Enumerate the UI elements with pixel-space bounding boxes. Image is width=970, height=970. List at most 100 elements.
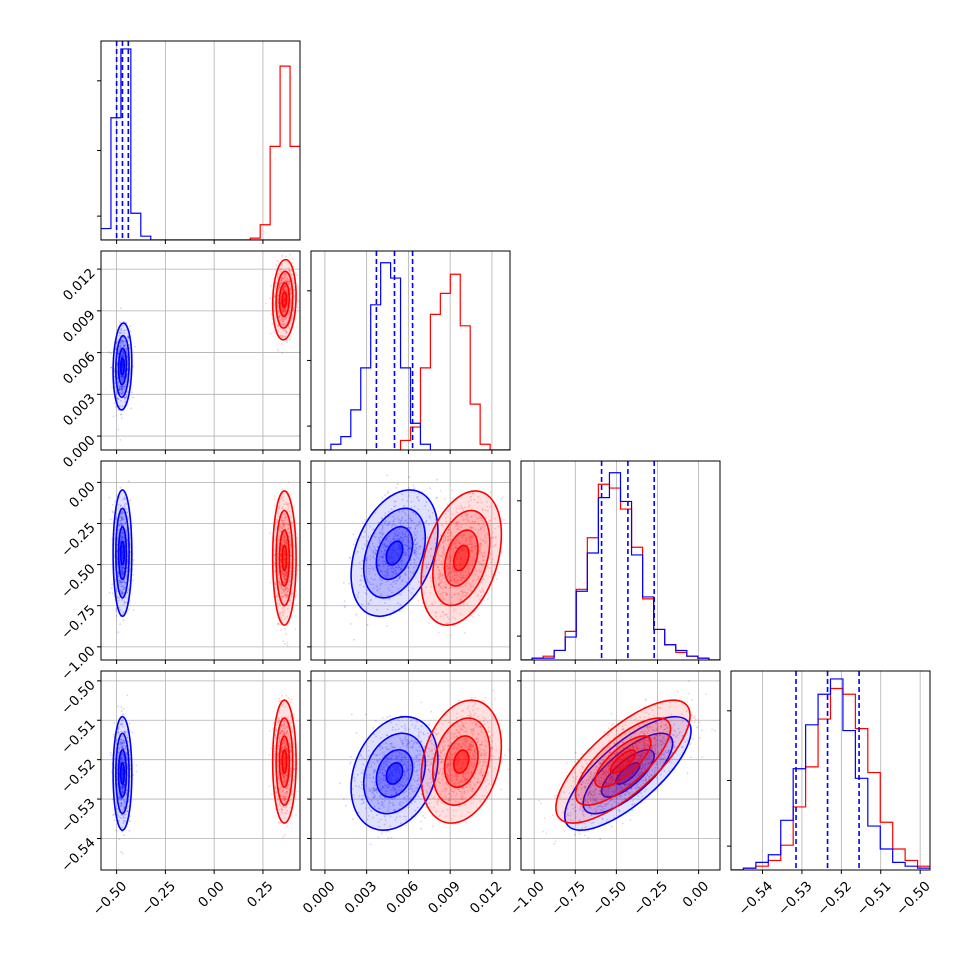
sample-point xyxy=(286,644,289,647)
sample-point xyxy=(403,554,406,557)
sample-point xyxy=(283,550,286,552)
sample-point xyxy=(283,609,286,612)
sample-point xyxy=(394,559,397,562)
sample-point xyxy=(123,345,126,347)
sample-point xyxy=(122,352,125,355)
sample-point xyxy=(383,544,385,546)
sample-point xyxy=(126,354,129,357)
sample-point xyxy=(407,539,410,541)
sample-point xyxy=(280,316,283,319)
sample-point xyxy=(284,501,287,504)
sample-point xyxy=(288,338,291,341)
sample-point xyxy=(284,272,287,275)
sample-point xyxy=(286,571,288,573)
sample-point xyxy=(387,510,390,513)
sample-point xyxy=(273,554,276,557)
sample-point xyxy=(124,523,126,525)
sample-point xyxy=(129,325,132,328)
sample-point xyxy=(119,386,122,389)
sample-point xyxy=(281,254,284,257)
sample-point xyxy=(348,556,351,559)
sample-point xyxy=(285,594,288,596)
sample-point xyxy=(286,588,289,591)
sample-point xyxy=(401,534,404,536)
sample-point xyxy=(290,317,293,320)
sample-point xyxy=(283,289,286,292)
sample-point xyxy=(283,519,285,522)
sample-point xyxy=(117,525,120,528)
sample-point xyxy=(281,351,284,354)
sample-point xyxy=(120,521,122,524)
sample-point xyxy=(277,564,280,567)
sample-point xyxy=(118,384,120,386)
sample-point xyxy=(270,313,273,315)
sample-point xyxy=(119,385,122,388)
sample-point xyxy=(278,287,280,290)
blue-density-contour xyxy=(117,525,128,581)
sample-point xyxy=(291,274,293,276)
sample-point xyxy=(383,542,386,545)
sample-point xyxy=(132,365,135,368)
sample-point xyxy=(281,311,284,313)
sample-point xyxy=(365,545,367,548)
sample-point xyxy=(280,278,283,280)
sample-point xyxy=(117,353,120,355)
sample-point xyxy=(396,535,399,537)
sample-point xyxy=(120,346,122,348)
sample-point xyxy=(122,498,124,501)
sample-point xyxy=(284,627,287,630)
sample-point xyxy=(120,517,123,519)
sample-point xyxy=(386,573,389,576)
sample-point xyxy=(121,389,123,392)
sample-point xyxy=(285,578,287,581)
sample-point xyxy=(284,593,287,596)
sample-point xyxy=(286,542,288,545)
sample-point xyxy=(286,331,288,334)
sample-point xyxy=(121,516,124,519)
sample-point xyxy=(121,549,124,551)
sample-point xyxy=(277,275,280,278)
sample-point xyxy=(121,363,124,366)
sample-point xyxy=(374,553,377,556)
sample-point xyxy=(282,307,284,310)
sample-point xyxy=(119,580,122,583)
sample-point xyxy=(388,522,391,525)
sample-point xyxy=(278,273,281,276)
sample-point xyxy=(270,285,273,287)
sample-point xyxy=(388,558,391,560)
sample-point xyxy=(117,382,120,384)
sample-point xyxy=(408,517,411,519)
sample-point xyxy=(282,588,284,591)
sample-point xyxy=(378,558,381,561)
sample-point xyxy=(273,504,276,507)
sample-point xyxy=(123,516,125,518)
sample-point xyxy=(282,288,284,290)
sample-point xyxy=(396,579,399,582)
sample-point xyxy=(278,316,281,318)
sample-point xyxy=(120,340,123,342)
sample-point xyxy=(278,315,281,318)
sample-point xyxy=(283,558,286,560)
sample-point xyxy=(398,566,400,568)
sample-point xyxy=(410,506,413,509)
sample-point xyxy=(381,532,383,535)
sample-point xyxy=(285,538,288,540)
sample-point xyxy=(439,603,442,605)
sample-point xyxy=(287,527,290,529)
sample-point xyxy=(122,350,125,353)
sample-point xyxy=(283,300,286,303)
sample-point xyxy=(289,304,292,307)
sample-point xyxy=(389,583,392,586)
sample-point xyxy=(404,535,406,538)
sample-point xyxy=(374,573,377,576)
sample-point xyxy=(288,510,291,513)
sample-point xyxy=(126,511,129,514)
sample-point xyxy=(288,269,291,272)
sample-point xyxy=(277,599,280,602)
sample-point xyxy=(391,571,394,574)
sample-point xyxy=(398,522,401,524)
sample-point xyxy=(446,503,449,506)
sample-point xyxy=(361,547,364,550)
sample-point xyxy=(124,383,127,386)
sample-point xyxy=(282,640,285,642)
